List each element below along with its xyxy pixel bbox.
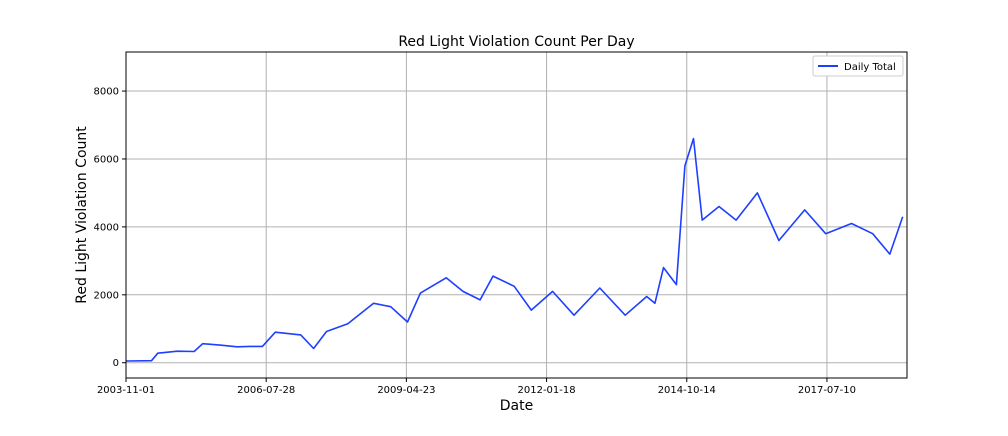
y-tick-label: 4000 — [94, 222, 119, 233]
series-line-daily-total — [125, 137, 904, 362]
x-tick-label: 2003-11-01 — [97, 385, 155, 396]
x-axis-label: Date — [500, 398, 533, 414]
x-tick-label: 2009-04-23 — [377, 385, 435, 396]
x-tick-label: 2017-07-10 — [798, 385, 856, 396]
y-tick-label: 0 — [113, 358, 119, 369]
y-axis-label: Red Light Violation Count — [74, 126, 90, 304]
x-tick-label: 2006-07-28 — [237, 385, 295, 396]
legend-box — [812, 55, 904, 77]
x-tick-label: 2012-01-18 — [518, 385, 576, 396]
x-axis-ticks: 2003-11-01 2006-07-28 2009-04-23 2012-01-18… — [97, 378, 856, 396]
y-axis-ticks: 0 2000 4000 6000 8000 — [94, 87, 126, 369]
plot-series — [125, 137, 904, 362]
legend-label: Daily Total — [844, 62, 896, 73]
plot-frame — [125, 51, 908, 379]
x-tick-label: 2014-10-14 — [658, 385, 716, 396]
chart-title: Red Light Violation Count Per Day — [398, 34, 634, 50]
y-tick-label: 8000 — [94, 87, 119, 98]
legend: Daily Total — [812, 55, 904, 77]
grid-lines — [125, 52, 907, 378]
y-tick-label: 6000 — [94, 154, 119, 165]
y-tick-label: 2000 — [94, 290, 119, 301]
